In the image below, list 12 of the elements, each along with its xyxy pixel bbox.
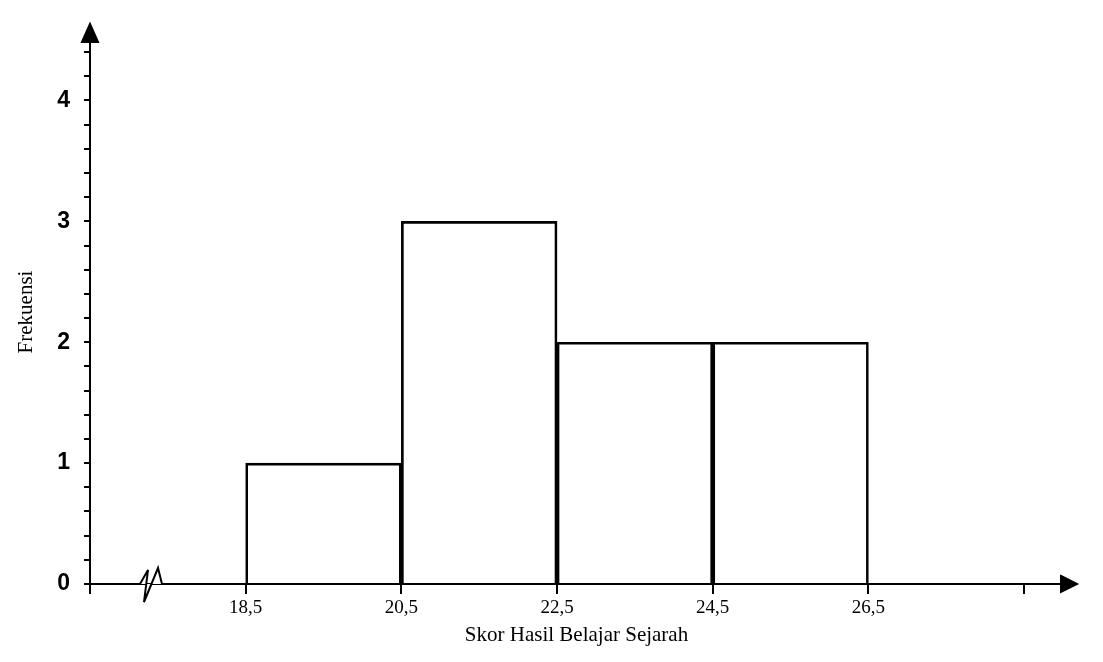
y-tick-label: 4 — [57, 85, 71, 112]
y-tick-label: 0 — [57, 569, 70, 596]
y-tick-label: 1 — [57, 448, 71, 475]
x-tick-label: 18,5 — [229, 596, 263, 618]
x-axis-title: Skor Hasil Belajar Sejarah — [464, 621, 689, 646]
x-tick-label: 24,5 — [696, 596, 730, 618]
x-tick-label: 22,5 — [540, 596, 574, 618]
x-tick-label: 20,5 — [384, 596, 418, 618]
x-tick-label: 26,5 — [851, 596, 886, 618]
y-tick-label: 2 — [57, 327, 70, 354]
y-tick-label: 3 — [57, 206, 70, 233]
y-axis-title: Frekuensi — [13, 270, 38, 354]
